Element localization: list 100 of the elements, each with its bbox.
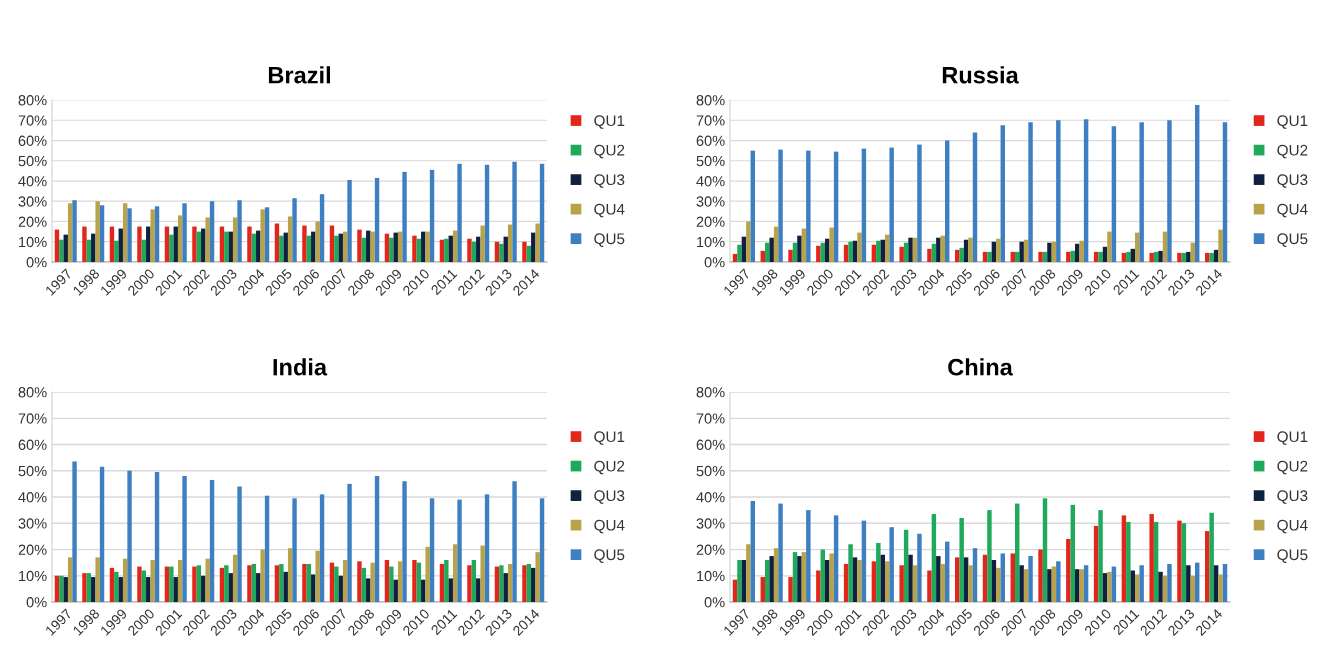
bar bbox=[522, 565, 527, 602]
y-tick-label: 40% bbox=[696, 492, 725, 503]
bar bbox=[361, 237, 367, 262]
bar bbox=[342, 231, 348, 262]
bar bbox=[67, 203, 73, 262]
y-tick-label: 70% bbox=[696, 413, 725, 424]
bar bbox=[889, 527, 894, 602]
bar bbox=[833, 151, 839, 262]
bar bbox=[765, 560, 770, 602]
bar bbox=[1000, 125, 1005, 262]
bar bbox=[968, 237, 973, 262]
bar bbox=[1222, 563, 1228, 602]
bar bbox=[264, 495, 270, 602]
legend-label: QU1 bbox=[1277, 431, 1308, 445]
bar bbox=[1015, 503, 1020, 602]
bar bbox=[370, 562, 375, 602]
bar bbox=[264, 207, 270, 262]
bar bbox=[1177, 520, 1182, 602]
bar bbox=[72, 200, 77, 262]
bar bbox=[494, 566, 500, 602]
y-tick-label: 0% bbox=[704, 597, 725, 608]
bar bbox=[109, 567, 115, 602]
bar bbox=[760, 250, 765, 262]
y-tick-label: 50% bbox=[18, 465, 47, 477]
bar bbox=[177, 215, 183, 262]
bar bbox=[792, 552, 798, 602]
bar bbox=[503, 236, 508, 262]
y-tick-label: 20% bbox=[18, 544, 47, 555]
bar bbox=[1098, 510, 1103, 602]
bar bbox=[205, 558, 210, 602]
bar bbox=[1218, 229, 1223, 262]
bar bbox=[114, 571, 119, 602]
bar bbox=[1153, 521, 1159, 602]
legend-label: QU2 bbox=[594, 460, 625, 475]
bar bbox=[232, 217, 238, 262]
y-tick-label: 10% bbox=[19, 570, 47, 582]
bar bbox=[137, 566, 142, 602]
bar bbox=[945, 140, 950, 262]
bar bbox=[182, 203, 187, 262]
bar bbox=[141, 239, 147, 262]
bar bbox=[421, 231, 426, 262]
bar bbox=[1028, 556, 1033, 602]
bar bbox=[384, 233, 390, 262]
bar bbox=[1205, 252, 1210, 262]
bar bbox=[1213, 565, 1219, 602]
bar bbox=[467, 238, 472, 262]
bar bbox=[512, 161, 517, 262]
bar bbox=[1158, 250, 1163, 262]
bar bbox=[357, 561, 362, 602]
bar bbox=[1139, 122, 1144, 262]
bar bbox=[1209, 512, 1214, 602]
bar bbox=[444, 560, 449, 602]
bar bbox=[457, 499, 462, 602]
bar bbox=[480, 225, 485, 262]
bar bbox=[228, 573, 233, 602]
bar bbox=[750, 150, 755, 262]
bar bbox=[1149, 514, 1154, 602]
y-tick-label: 80% bbox=[696, 387, 725, 398]
bar bbox=[1205, 531, 1210, 602]
bar bbox=[114, 240, 119, 262]
bar bbox=[247, 226, 252, 262]
bar bbox=[1126, 521, 1131, 602]
bar bbox=[471, 560, 477, 602]
bar bbox=[467, 565, 472, 602]
bar bbox=[342, 560, 348, 602]
bar bbox=[476, 236, 481, 262]
bar bbox=[205, 217, 210, 262]
bar bbox=[287, 216, 293, 262]
bar bbox=[1181, 523, 1187, 602]
bar bbox=[127, 208, 132, 262]
bar bbox=[439, 563, 445, 602]
bar bbox=[429, 169, 435, 262]
bar bbox=[522, 241, 527, 262]
bar bbox=[917, 144, 922, 262]
bar bbox=[361, 567, 367, 602]
bar bbox=[425, 546, 430, 602]
bar bbox=[991, 560, 997, 602]
bar bbox=[366, 578, 371, 602]
bar bbox=[1107, 231, 1112, 262]
bar bbox=[746, 544, 751, 602]
bar bbox=[829, 553, 834, 602]
y-tick-label: 50% bbox=[18, 155, 47, 167]
bar bbox=[247, 565, 252, 602]
bar bbox=[329, 225, 335, 262]
legend-label: QU1 bbox=[1277, 115, 1308, 129]
bar bbox=[843, 563, 849, 602]
bar bbox=[59, 239, 64, 262]
bar bbox=[421, 579, 426, 602]
y-tick-label: 10% bbox=[19, 236, 47, 248]
bar bbox=[1167, 120, 1172, 262]
bar bbox=[219, 567, 225, 602]
bar bbox=[393, 232, 398, 262]
bar bbox=[232, 554, 238, 602]
bar bbox=[118, 577, 123, 602]
bar bbox=[338, 575, 343, 602]
bar bbox=[63, 234, 68, 262]
bar bbox=[1019, 565, 1024, 602]
bar bbox=[788, 577, 793, 602]
bar bbox=[457, 163, 462, 262]
bar bbox=[1098, 251, 1103, 262]
